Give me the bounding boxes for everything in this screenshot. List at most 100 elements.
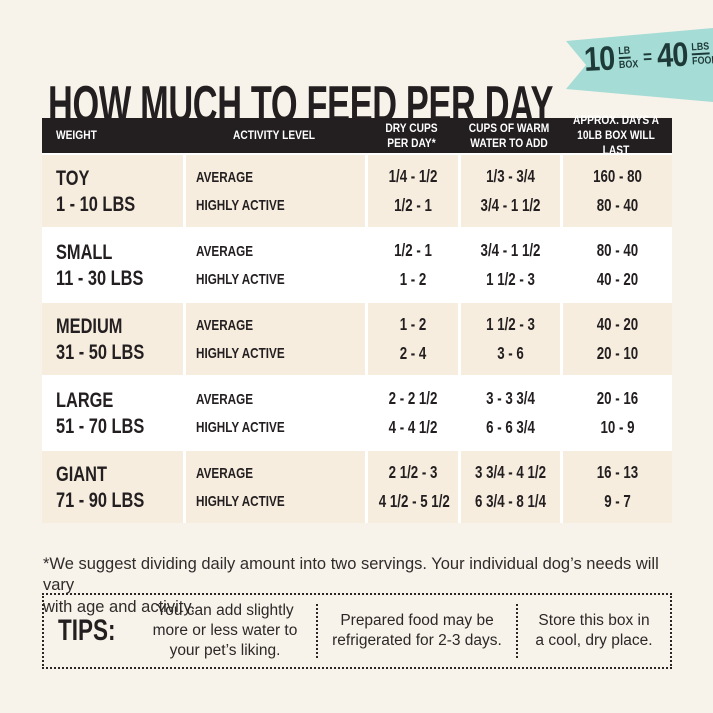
dry-cups-cell: 2 - 2 1/2 4 - 4 1/2 (365, 377, 458, 449)
activity-cell: AVERAGE HIGHLY ACTIVE (183, 303, 365, 375)
water-cell: 3/4 - 1 1/2 1 1/2 - 3 (458, 229, 560, 301)
weight-range: 11 - 30 LBS (56, 266, 144, 290)
activity-average-label: AVERAGE (196, 464, 254, 482)
dry-cups-highly-active: 4 1/2 - 5 1/2 (378, 490, 450, 511)
dry-cups-average: 1 - 2 (399, 314, 427, 334)
water-highly-active: 3 - 6 (497, 342, 524, 363)
tip-item: Store this box in a cool, dry place. (535, 611, 653, 649)
weight-size: SMALL (56, 240, 113, 264)
activity-cell: AVERAGE HIGHLY ACTIVE (183, 229, 365, 301)
days-highly-active: 80 - 40 (596, 194, 639, 215)
water-average: 3 - 3 3/4 (486, 388, 535, 408)
weight-range: 1 - 10 LBS (56, 192, 136, 216)
water-cell: 3 3/4 - 4 1/2 6 3/4 - 8 1/4 (458, 451, 560, 523)
dry-cups-cell: 1/2 - 1 1 - 2 (365, 229, 458, 301)
days-cell: 160 - 80 80 - 40 (560, 155, 672, 227)
tips-label: TIPS: (58, 614, 116, 647)
tip-item: You can add slightly more or less water … (152, 601, 298, 660)
water-cell: 1 1/2 - 3 3 - 6 (458, 303, 560, 375)
days-cell: 40 - 20 20 - 10 (560, 303, 672, 375)
water-average: 1 1/2 - 3 (486, 314, 535, 334)
water-average: 1/3 - 3/4 (486, 166, 535, 186)
dry-cups-average: 1/4 - 1/2 (388, 166, 438, 186)
days-cell: 20 - 16 10 - 9 (560, 377, 672, 449)
tip-divider (316, 604, 318, 658)
days-average: 80 - 40 (596, 240, 639, 260)
badge-lbs-food-unit: LBS of FOOD! (691, 40, 713, 68)
days-average: 40 - 20 (596, 314, 639, 334)
column-header-water: CUPS OF WARM WATER TO ADD (468, 120, 550, 150)
dry-cups-average: 2 1/2 - 3 (388, 462, 438, 482)
ribbon-shape (566, 28, 713, 102)
badge-equals: = (642, 46, 653, 67)
feeding-table: WEIGHT ACTIVITY LEVEL DRY CUPS PER DAY* … (42, 113, 672, 523)
dry-cups-highly-active: 4 - 4 1/2 (388, 416, 438, 437)
weight-range: 31 - 50 LBS (56, 340, 145, 364)
dry-cups-cell: 2 1/2 - 3 4 1/2 - 5 1/2 (365, 451, 458, 523)
dry-cups-cell: 1/4 - 1/2 1/2 - 1 (365, 155, 458, 227)
table-row: MEDIUM 31 - 50 LBS AVERAGE HIGHLY ACTIVE… (42, 303, 672, 377)
table-header-row: WEIGHT ACTIVITY LEVEL DRY CUPS PER DAY* … (42, 113, 672, 157)
water-highly-active: 1 1/2 - 3 (486, 268, 535, 289)
column-header-days: APPROX. DAYS A 10LB BOX WILL LAST (573, 113, 659, 157)
badge-lb-box-unit: LB BOX (617, 44, 639, 72)
table-row: TOY 1 - 10 LBS AVERAGE HIGHLY ACTIVE 1/4… (42, 155, 672, 229)
column-header-activity: ACTIVITY LEVEL (233, 128, 315, 142)
activity-average-label: AVERAGE (196, 316, 254, 334)
badge-text: 10 LB BOX = 40 LBS of FOOD! (583, 36, 713, 79)
days-cell: 80 - 40 40 - 20 (560, 229, 672, 301)
days-average: 20 - 16 (596, 388, 639, 408)
tips-box: TIPS: You can add slightly more or less … (42, 593, 672, 669)
weight-cell: SMALL 11 - 30 LBS (42, 229, 183, 301)
weight-cell: TOY 1 - 10 LBS (42, 155, 183, 227)
days-highly-active: 10 - 9 (600, 416, 635, 437)
table-row: GIANT 71 - 90 LBS AVERAGE HIGHLY ACTIVE … (42, 451, 672, 523)
weight-cell: MEDIUM 31 - 50 LBS (42, 303, 183, 375)
water-cell: 1/3 - 3/4 3/4 - 1 1/2 (458, 155, 560, 227)
activity-cell: AVERAGE HIGHLY ACTIVE (183, 451, 365, 523)
dry-cups-highly-active: 1/2 - 1 (394, 194, 432, 215)
activity-highly-active-label: HIGHLY ACTIVE (196, 196, 285, 214)
weight-size: GIANT (56, 462, 107, 486)
activity-average-label: AVERAGE (196, 242, 254, 260)
activity-cell: AVERAGE HIGHLY ACTIVE (183, 155, 365, 227)
dry-cups-average: 2 - 2 1/2 (388, 388, 438, 408)
days-cell: 16 - 13 9 - 7 (560, 451, 672, 523)
weight-range: 71 - 90 LBS (56, 488, 145, 512)
dry-cups-cell: 1 - 2 2 - 4 (365, 303, 458, 375)
water-cell: 3 - 3 3/4 6 - 6 3/4 (458, 377, 560, 449)
days-highly-active: 9 - 7 (604, 490, 631, 511)
weight-cell: LARGE 51 - 70 LBS (42, 377, 183, 449)
tip-item: Prepared food may be refrigerated for 2-… (332, 611, 502, 649)
activity-average-label: AVERAGE (196, 168, 254, 186)
weight-size: MEDIUM (56, 314, 123, 338)
activity-highly-active-label: HIGHLY ACTIVE (196, 418, 285, 436)
weight-cell: GIANT 71 - 90 LBS (42, 451, 183, 523)
activity-highly-active-label: HIGHLY ACTIVE (196, 344, 285, 362)
activity-highly-active-label: HIGHLY ACTIVE (196, 492, 285, 510)
table-body: TOY 1 - 10 LBS AVERAGE HIGHLY ACTIVE 1/4… (42, 155, 672, 523)
days-average: 160 - 80 (593, 166, 642, 186)
days-highly-active: 40 - 20 (596, 268, 639, 289)
days-highly-active: 20 - 10 (596, 342, 639, 363)
water-highly-active: 6 - 6 3/4 (486, 416, 535, 437)
table-row: SMALL 11 - 30 LBS AVERAGE HIGHLY ACTIVE … (42, 229, 672, 303)
box-ratio-badge: 10 LB BOX = 40 LBS of FOOD! (556, 26, 713, 104)
dry-cups-highly-active: 2 - 4 (399, 342, 427, 363)
column-header-weight: WEIGHT (56, 128, 97, 142)
weight-size: LARGE (56, 388, 114, 412)
activity-cell: AVERAGE HIGHLY ACTIVE (183, 377, 365, 449)
dry-cups-highly-active: 1 - 2 (399, 268, 427, 289)
footnote-text: *We suggest dividing daily amount into t… (43, 554, 659, 617)
days-average: 16 - 13 (596, 462, 639, 482)
water-highly-active: 3/4 - 1 1/2 (480, 194, 541, 215)
activity-average-label: AVERAGE (196, 390, 254, 408)
tip-divider (516, 604, 518, 658)
water-highly-active: 6 3/4 - 8 1/4 (475, 490, 546, 511)
weight-size: TOY (56, 166, 90, 190)
table-row: LARGE 51 - 70 LBS AVERAGE HIGHLY ACTIVE … (42, 377, 672, 451)
activity-highly-active-label: HIGHLY ACTIVE (196, 270, 285, 288)
weight-range: 51 - 70 LBS (56, 414, 145, 438)
dry-cups-average: 1/2 - 1 (394, 240, 432, 260)
